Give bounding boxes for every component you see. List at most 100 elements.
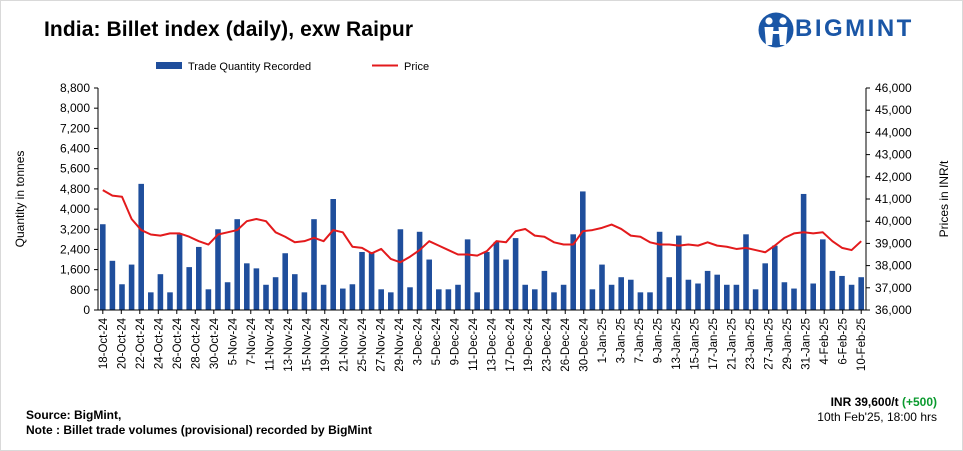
y-left-tick-label: 3,200 bbox=[60, 222, 90, 236]
y-left-tick-label: 6,400 bbox=[60, 142, 90, 156]
x-tick-label: 10-Feb-25 bbox=[856, 318, 868, 371]
quantity-bar bbox=[263, 284, 269, 310]
quantity-bar bbox=[608, 284, 615, 310]
price-timestamp: 10th Feb'25, 18:00 hrs bbox=[817, 410, 937, 424]
footnote: Source: BigMint, Note : Billet trade vol… bbox=[26, 408, 372, 438]
y-left-tick-label: 8,000 bbox=[60, 101, 90, 115]
x-tick-label: 17-Dec-24 bbox=[505, 317, 517, 371]
price-value: INR 39,600/t bbox=[830, 395, 899, 409]
x-tick-label: 30-Dec-24 bbox=[579, 317, 591, 371]
quantity-bar bbox=[445, 289, 452, 310]
quantity-bar bbox=[272, 277, 279, 310]
x-tick-label: 17-Jan-25 bbox=[708, 318, 720, 370]
quantity-bar bbox=[282, 253, 288, 310]
price-note: INR 39,600/t (+500) 10th Feb'25, 18:00 h… bbox=[817, 395, 937, 425]
quantity-bar bbox=[215, 229, 221, 310]
x-tick-label: 13-Dec-24 bbox=[486, 317, 498, 371]
quantity-bar bbox=[349, 284, 356, 310]
y-right-tick-label: 40,000 bbox=[875, 214, 912, 228]
y-right-tick-label: 46,000 bbox=[875, 81, 912, 95]
quantity-bar bbox=[666, 277, 672, 310]
x-tick-label: 26-Dec-24 bbox=[560, 317, 572, 371]
x-tick-label: 20-Oct-24 bbox=[116, 317, 128, 369]
quantity-bar bbox=[733, 284, 740, 310]
chart-title: India: Billet index (daily), exw Raipur bbox=[44, 18, 414, 41]
quantity-bar bbox=[493, 241, 500, 310]
quantity-bar bbox=[695, 283, 701, 310]
quantity-bar bbox=[292, 274, 298, 310]
legend-bar-swatch bbox=[156, 62, 182, 69]
quantity-bar bbox=[416, 231, 423, 310]
y-left-tick-label: 4,800 bbox=[60, 182, 90, 196]
quantity-bar bbox=[522, 284, 528, 310]
x-tick-label: 27-Jan-25 bbox=[764, 318, 776, 370]
quantity-bar bbox=[551, 292, 557, 310]
x-tick-label: 9-Jan-25 bbox=[653, 318, 665, 363]
y-left-tick-label: 7,200 bbox=[60, 121, 90, 135]
x-tick-label: 29-Nov-24 bbox=[394, 317, 406, 371]
quantity-bar bbox=[647, 292, 653, 310]
quantity-bar bbox=[656, 231, 663, 310]
y-left-tick-label: 0 bbox=[83, 303, 90, 317]
x-tick-label: 30-Oct-24 bbox=[209, 317, 221, 369]
x-tick-label: 22-Oct-24 bbox=[135, 317, 147, 369]
x-tick-label: 11-Dec-24 bbox=[468, 317, 480, 370]
x-tick-label: 5-Nov-24 bbox=[227, 317, 239, 365]
y-left-tick-label: 800 bbox=[70, 283, 90, 297]
quantity-bar bbox=[628, 279, 634, 310]
x-tick-label: 4-Feb-25 bbox=[819, 318, 831, 365]
quantity-bar bbox=[541, 270, 548, 310]
quantity-bar bbox=[589, 289, 596, 310]
quantity-bar bbox=[704, 270, 711, 310]
quantity-bar bbox=[224, 282, 231, 310]
x-tick-label: 3-Dec-24 bbox=[412, 317, 424, 365]
quantity-bar bbox=[301, 292, 308, 310]
quantity-bar bbox=[311, 219, 317, 310]
quantity-bar bbox=[743, 234, 749, 310]
quantity-bar bbox=[820, 239, 826, 310]
quantity-bar bbox=[714, 274, 720, 310]
y-left-tick-label: 8,800 bbox=[60, 81, 90, 95]
quantity-bar bbox=[244, 263, 250, 310]
quantity-bar bbox=[407, 287, 413, 310]
price-line: INR 39,600/t (+500) bbox=[817, 395, 937, 410]
quantity-bar bbox=[186, 267, 192, 310]
x-tick-label: 5-Dec-24 bbox=[431, 317, 443, 365]
quantity-bar bbox=[167, 292, 173, 310]
y-left-tick-label: 2,400 bbox=[60, 242, 90, 256]
price-change: (+500) bbox=[901, 395, 937, 409]
quantity-bar bbox=[560, 284, 567, 310]
quantity-bar bbox=[196, 246, 202, 310]
x-tick-label: 23-Dec-24 bbox=[542, 317, 554, 371]
legend-line-label: Price bbox=[404, 61, 429, 73]
quantity-bar bbox=[474, 292, 480, 310]
quantity-bar bbox=[176, 234, 183, 310]
x-tick-label: 21-Jan-25 bbox=[727, 318, 739, 370]
quantity-bar bbox=[570, 234, 576, 310]
quantity-bar bbox=[109, 260, 116, 310]
quantity-bar bbox=[128, 264, 135, 310]
y-right-tick-label: 43,000 bbox=[875, 148, 912, 162]
quantity-bar bbox=[119, 284, 125, 310]
quantity-bar bbox=[340, 288, 346, 310]
x-tick-label: 1-Jan-25 bbox=[597, 318, 609, 363]
x-tick-label: 7-Nov-24 bbox=[246, 317, 258, 365]
bigmint-people-logo-icon bbox=[758, 12, 794, 48]
x-tick-label: 11-Nov-24 bbox=[264, 317, 276, 370]
x-tick-label: 13-Jan-25 bbox=[671, 318, 683, 370]
quantity-bar bbox=[426, 259, 432, 310]
quantity-bar bbox=[512, 238, 519, 310]
quantity-bar bbox=[100, 224, 106, 310]
y-right-tick-label: 37,000 bbox=[875, 281, 912, 295]
x-tick-label: 19-Dec-24 bbox=[523, 317, 535, 371]
x-tick-label: 6-Feb-25 bbox=[838, 318, 850, 365]
quantity-bar bbox=[320, 284, 327, 310]
x-tick-label: 7-Jan-25 bbox=[634, 318, 646, 363]
quantity-bar bbox=[397, 229, 404, 310]
y-right-tick-label: 42,000 bbox=[875, 170, 912, 184]
quantity-bar bbox=[800, 193, 807, 310]
x-tick-label: 9-Dec-24 bbox=[449, 317, 461, 365]
quantity-bar bbox=[762, 263, 768, 310]
quantity-bar bbox=[752, 289, 759, 310]
